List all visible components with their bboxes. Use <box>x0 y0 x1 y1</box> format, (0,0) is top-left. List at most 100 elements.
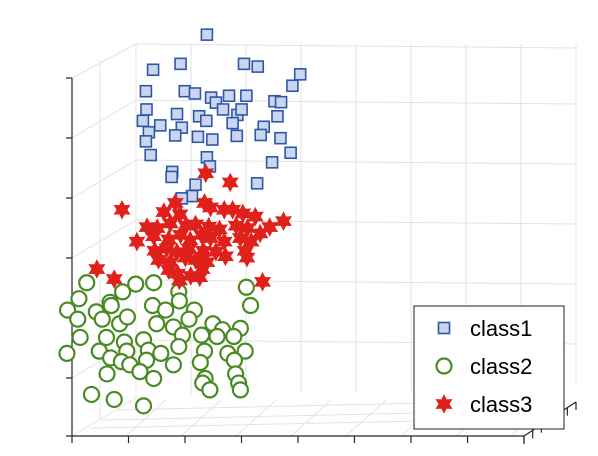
class1-point <box>235 103 248 116</box>
grid-line <box>71 43 137 79</box>
class3-point <box>172 224 190 245</box>
class1-point <box>136 114 150 128</box>
legend-item-class2: class2 <box>435 354 532 379</box>
grid-line <box>290 399 332 437</box>
class2-point <box>152 344 170 362</box>
class1-point <box>254 128 268 142</box>
class1-point <box>240 89 253 103</box>
class2-point <box>192 326 211 344</box>
grid-line <box>71 159 137 199</box>
class2-point <box>82 385 101 404</box>
class1-point <box>175 121 189 134</box>
class1-point <box>230 129 244 143</box>
class1-point <box>209 96 223 109</box>
class1-point <box>274 131 287 145</box>
grid-line <box>135 279 577 285</box>
legend-item-class1: class1 <box>437 316 532 341</box>
class2-point <box>97 328 116 347</box>
class1-point <box>286 79 299 93</box>
class1-point <box>274 95 288 109</box>
class1-point <box>170 107 184 121</box>
class1-point <box>251 60 265 73</box>
class2-point <box>131 363 149 381</box>
class3-point <box>239 218 257 238</box>
class2-point <box>78 274 96 292</box>
class2-point <box>208 327 226 346</box>
class3-point <box>138 217 156 237</box>
legend-label-class2: class2 <box>470 354 532 379</box>
class1-point <box>237 57 251 71</box>
class3-point <box>254 272 272 292</box>
class1-point <box>185 189 199 203</box>
grid-line <box>345 399 387 437</box>
class2-point <box>127 275 145 293</box>
series-class3 <box>88 163 292 292</box>
class2-point <box>241 296 260 315</box>
class1-point <box>200 28 214 41</box>
legend-marker-hexagram <box>435 394 453 414</box>
class2-point <box>170 337 188 356</box>
series-class2 <box>58 274 260 415</box>
class3-point <box>161 213 179 234</box>
grid-line <box>135 43 577 49</box>
grid-line <box>235 399 277 437</box>
class3-point <box>246 206 264 227</box>
legend-item-class3: class3 <box>435 392 532 417</box>
grid-line <box>71 219 137 259</box>
class1-point <box>140 103 153 116</box>
class2-point <box>170 292 188 310</box>
class1-point <box>139 84 153 98</box>
class1-point <box>200 114 213 128</box>
class2-point <box>191 353 209 372</box>
class3-point <box>201 197 220 218</box>
class3-point <box>274 211 292 231</box>
class1-point <box>139 135 153 148</box>
class2-point <box>134 397 153 415</box>
class2-point <box>180 310 198 328</box>
class3-point <box>149 250 167 270</box>
class1-point <box>284 146 297 160</box>
class2-point <box>148 315 166 333</box>
class1-point <box>144 148 157 162</box>
grid-line <box>71 99 137 139</box>
class2-point <box>225 327 243 346</box>
class2-point <box>69 310 87 328</box>
class2-point <box>164 356 183 374</box>
class1-point <box>174 57 187 71</box>
class2-point <box>93 310 111 328</box>
class2-point <box>231 381 249 399</box>
class2-point <box>71 328 89 347</box>
grid-line <box>71 397 137 437</box>
class3-point <box>170 270 188 291</box>
legend-label-class1: class1 <box>470 316 532 341</box>
legend-marker-circle <box>435 357 453 375</box>
series-class1 <box>136 28 307 205</box>
class1-point <box>205 133 219 146</box>
class3-point <box>193 225 211 245</box>
class2-point <box>201 381 219 399</box>
class3-point <box>88 259 106 279</box>
class1-point <box>222 89 236 103</box>
legend-marker-square <box>437 321 451 335</box>
class1-point <box>293 68 307 81</box>
class1-point <box>168 129 182 142</box>
class1-point <box>250 177 264 190</box>
class2-point <box>157 301 175 319</box>
class1-point <box>271 109 284 123</box>
class3-point <box>160 260 178 280</box>
class2-point <box>145 274 163 292</box>
class1-point <box>146 63 160 77</box>
class1-point <box>178 84 192 98</box>
class1-point <box>153 119 167 132</box>
class2-point <box>237 278 255 296</box>
class3-point <box>221 172 239 193</box>
class3-point <box>158 238 176 259</box>
class3-point <box>224 200 242 220</box>
class2-point <box>58 344 76 362</box>
class2-point <box>145 369 163 388</box>
class2-point <box>98 365 116 383</box>
class1-point <box>265 156 279 169</box>
class2-point <box>118 308 136 326</box>
grid-line <box>125 399 167 437</box>
